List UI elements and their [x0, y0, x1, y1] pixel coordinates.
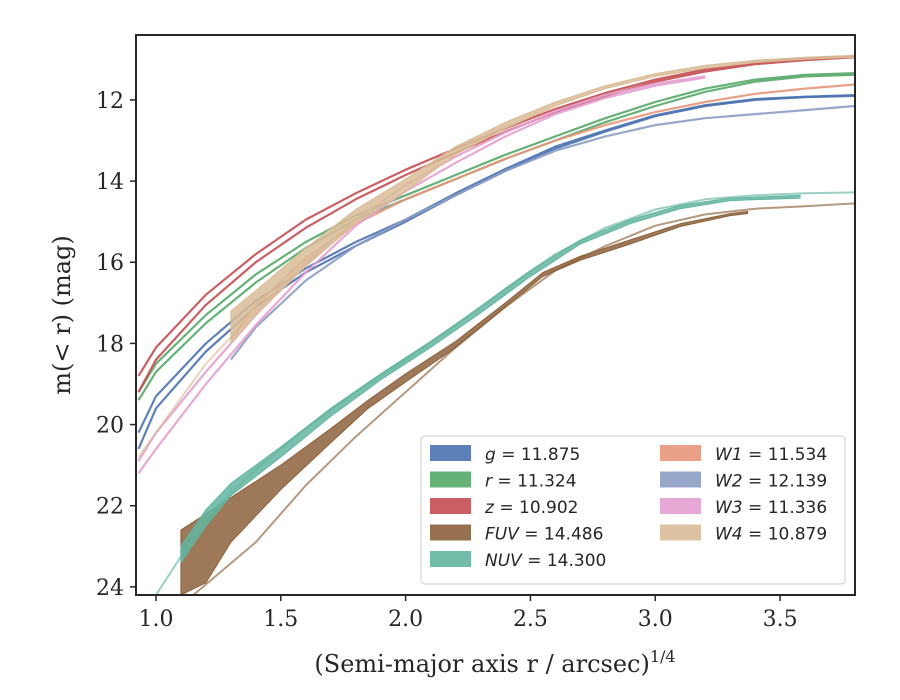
legend-swatch-g	[430, 445, 471, 461]
y-axis: 12 14 16 18 20 22 24	[96, 89, 136, 601]
legend-swatch-w4	[660, 524, 701, 541]
x-tick-label: 1.5	[263, 607, 298, 632]
y-tick-label: 16	[96, 251, 124, 276]
series-fuv-line	[192, 202, 855, 595]
legend-value-w4: 10.879	[768, 525, 827, 545]
legend-label-w1: W1 = 11.534	[715, 445, 827, 465]
legend-value-g: 11.875	[521, 445, 580, 465]
series-nuv-band	[180, 194, 801, 565]
series-w4-band	[230, 54, 855, 345]
legend-band-z: z	[484, 498, 495, 518]
y-tick-label: 20	[96, 414, 124, 439]
legend-band-r: r	[485, 472, 493, 492]
legend-band-w2: W2	[715, 472, 743, 492]
y-axis-title: m(< r) (mag)	[48, 235, 76, 394]
x-tick-label: 2.5	[513, 607, 548, 632]
series-z-line-1	[137, 56, 855, 393]
series-nuv-line	[155, 191, 855, 595]
legend-band-nuv: NUV	[485, 551, 523, 571]
legend-swatch-nuv	[430, 551, 471, 567]
legend-equals: =	[743, 445, 768, 465]
series-r-line-2	[137, 72, 855, 393]
x-tick-label: 1.0	[138, 607, 173, 632]
legend-equals: =	[492, 472, 517, 492]
y-tick-label: 14	[96, 170, 124, 195]
y-tick-label: 24	[96, 576, 124, 601]
legend-label-g: g = 11.875	[485, 445, 580, 465]
legend-swatch-fuv	[430, 524, 471, 541]
legend-label-r: r = 11.324	[485, 472, 577, 492]
legend-label-fuv: FUV = 14.486	[485, 525, 603, 545]
legend-label-w3: W3 = 11.336	[715, 498, 827, 518]
legend-box	[420, 435, 846, 585]
legend-band-fuv: FUV	[485, 525, 520, 545]
x-axis-title-main: (Semi-major axis r / arcsec)	[314, 650, 649, 678]
legend-label-nuv: NUV = 14.300	[485, 551, 606, 571]
legend-equals: =	[494, 498, 519, 518]
y-tick-label: 12	[96, 89, 124, 114]
plot-frame	[135, 34, 856, 596]
legend-swatch-z	[430, 498, 471, 514]
legend-value-w3: 11.336	[768, 498, 827, 518]
legend-value-nuv: 14.300	[547, 551, 606, 571]
legend-equals: =	[743, 498, 768, 518]
legend-equals: =	[743, 472, 768, 492]
legend-swatch-w1	[660, 445, 701, 461]
series-fuv-band	[180, 210, 749, 595]
data-layer	[137, 54, 855, 595]
legend-band-w4: W4	[715, 525, 743, 545]
legend-value-w2: 12.139	[768, 472, 827, 492]
legend-equals: =	[519, 525, 544, 545]
legend-value-z: 10.902	[519, 498, 578, 518]
legend-swatch-r	[430, 471, 471, 488]
legend-equals: =	[522, 551, 547, 571]
legend-equals: =	[743, 525, 768, 545]
legend-swatch-w3	[660, 498, 701, 514]
legend-equals: =	[496, 445, 521, 465]
legend-label-z: z = 10.902	[484, 498, 578, 518]
legend-value-r: 11.324	[517, 472, 576, 492]
legend-value-w1: 11.534	[768, 445, 827, 465]
legend-label-w2: W2 = 12.139	[715, 472, 827, 492]
y-tick-label: 22	[96, 495, 124, 520]
x-tick-label: 3.0	[638, 607, 673, 632]
legend-swatch-w2	[660, 471, 701, 488]
x-axis-title: (Semi-major axis r / arcsec)1/4	[314, 647, 675, 678]
x-axis-title-superscript: 1/4	[650, 647, 676, 666]
x-axis: 1.0 1.5 2.0 2.5 3.0 3.5	[138, 595, 798, 632]
legend: g = 11.875 r = 11.324 z = 10.902 FUV = 14.4…	[420, 435, 846, 585]
series-w4-line	[137, 218, 357, 458]
legend-band-w1: W1	[715, 445, 743, 465]
legend-value-fuv: 14.486	[544, 525, 603, 545]
x-tick-label: 2.0	[388, 607, 423, 632]
legend-label-w4: W4 = 10.879	[715, 525, 827, 545]
legend-band-g: g	[485, 445, 496, 465]
legend-band-w3: W3	[715, 498, 743, 518]
x-tick-label: 3.5	[763, 607, 798, 632]
series-w2-line-1	[230, 104, 855, 361]
y-tick-label: 18	[96, 332, 124, 357]
